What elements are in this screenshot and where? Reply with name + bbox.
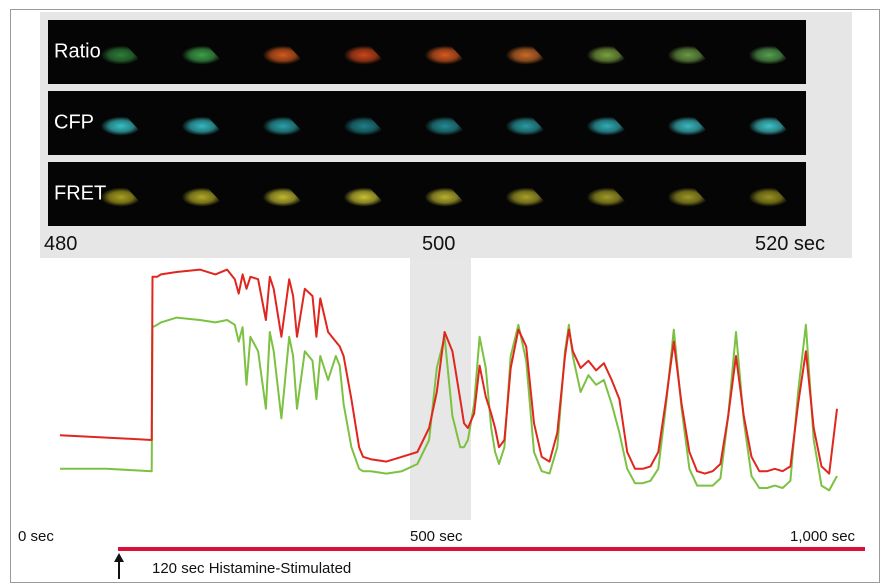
ratio-label: Ratio <box>54 40 101 63</box>
axis-tick-500: 500 sec <box>410 528 463 545</box>
strip-tick-520: 520 sec <box>755 233 826 255</box>
stimulus-label: 120 sec Histamine-Stimulated <box>152 560 352 577</box>
time-window-highlight <box>410 258 471 520</box>
red-trace-line <box>59 268 838 475</box>
cfp-image-strip: CFP <box>48 91 806 155</box>
cfp-label: CFP <box>54 111 94 134</box>
stimulation-bar <box>118 547 865 551</box>
stimulus-arrow-icon <box>114 553 124 579</box>
green-trace-line <box>60 316 838 492</box>
axis-tick-1000: 1,000 sec <box>790 528 856 545</box>
fret-label: FRET <box>54 182 107 205</box>
strip-tick-500: 500 <box>422 233 456 255</box>
axis-tick-0: 0 sec <box>18 528 54 545</box>
fret-image-strip: FRET <box>48 162 806 226</box>
ratio-image-strip: Ratio <box>48 20 806 84</box>
strip-tick-480: 480 <box>44 233 78 255</box>
